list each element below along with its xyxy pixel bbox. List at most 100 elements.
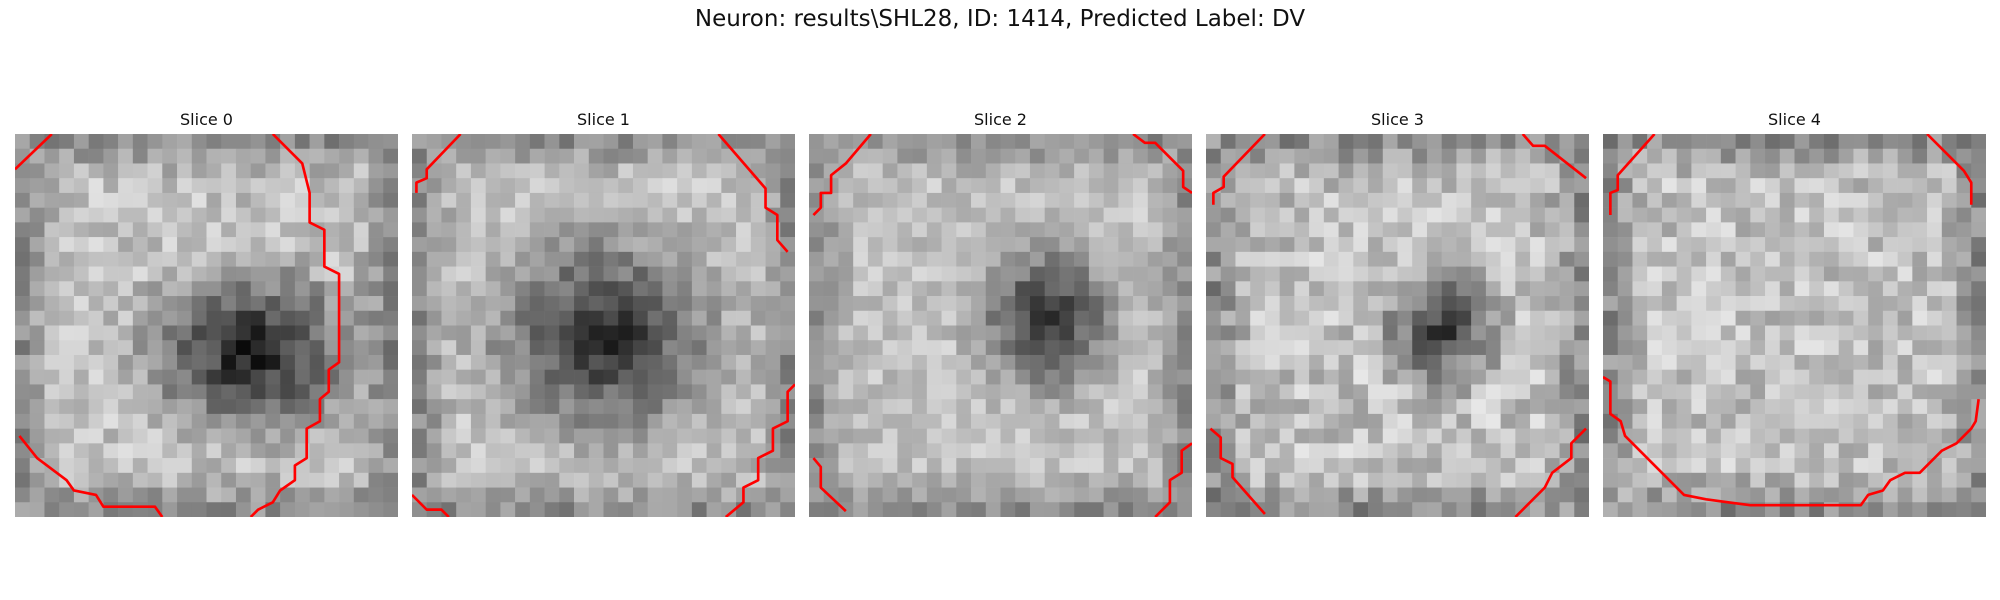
pixel [1559,399,1575,415]
pixel [1456,251,1472,267]
pixel [1485,178,1501,194]
pixel [177,413,193,429]
pixel [1103,413,1119,429]
pixel [1264,399,1280,415]
pixel [1044,207,1060,223]
pixel [1103,251,1119,267]
pixel [1559,222,1575,238]
pixel [544,458,560,474]
pixel [882,384,898,400]
pixel [1897,192,1913,208]
pixel [59,178,75,194]
pixel [603,148,619,164]
pixel [588,222,604,238]
pixel [456,472,472,488]
pixel [662,399,678,415]
pixel [706,384,722,400]
pixel [1838,354,1854,370]
pixel [809,487,825,503]
pixel [971,384,987,400]
pixel [1309,472,1325,488]
pixel [1279,443,1295,459]
pixel [118,134,134,150]
pixel [339,369,355,385]
pixel [29,428,45,444]
pixel [1206,325,1222,341]
pixel [1897,237,1913,253]
pixel [88,281,104,297]
pixel [1691,266,1707,282]
pixel [177,281,193,297]
pixel [1382,413,1398,429]
pixel [1882,163,1898,179]
pixel [353,399,369,415]
pixel [265,266,281,282]
pixel [221,148,237,164]
pixel [1485,222,1501,238]
pixel [1177,192,1192,208]
pixel [750,399,766,415]
pixel [515,222,531,238]
pixel [544,192,560,208]
pixel [1279,502,1295,517]
pixel [1029,458,1045,474]
pixel [1794,487,1810,503]
slice-panel-4: Slice 4 [1603,108,1986,517]
pixel [265,134,281,150]
pixel [1750,148,1766,164]
pixel [1603,458,1619,474]
pixel [603,428,619,444]
pixel [823,134,839,150]
pixel [1750,310,1766,326]
pixel [103,428,119,444]
pixel [1471,325,1487,341]
pixel [1603,163,1619,179]
pixel [721,251,737,267]
pixel [926,369,942,385]
pixel [15,178,31,194]
pixel [103,487,119,503]
pixel [1809,178,1825,194]
pixel [956,502,972,517]
pixel [1426,369,1442,385]
pixel [1044,458,1060,474]
pixel [29,487,45,503]
pixel [1044,310,1060,326]
pixel [353,354,369,370]
pixel [339,354,355,370]
pixel [191,340,207,356]
pixel [971,487,987,503]
pixel [1912,281,1928,297]
pixel [368,163,384,179]
pixel [529,487,545,503]
pixel [809,443,825,459]
pixel [235,134,251,150]
pixel [809,148,825,164]
pixel [1838,251,1854,267]
pixel [574,207,590,223]
pixel [1279,296,1295,312]
pixel [721,192,737,208]
pixel [1735,134,1751,150]
pixel [1661,443,1677,459]
pixel [1868,192,1884,208]
pixel [1617,384,1633,400]
pixel [1162,325,1178,341]
pixel [250,237,266,253]
pixel [1500,207,1516,223]
pixel [1515,192,1531,208]
pixel [221,134,237,150]
pixel [544,399,560,415]
pixel [1897,369,1913,385]
pixel [985,207,1001,223]
pixel [1206,207,1222,223]
pixel [882,340,898,356]
pixel [1426,251,1442,267]
slice-panel-1: Slice 1 [412,108,795,517]
pixel [132,310,148,326]
pixel [1162,266,1178,282]
pixel [147,310,163,326]
pixel [309,325,325,341]
pixel [221,207,237,223]
pixel [1750,369,1766,385]
